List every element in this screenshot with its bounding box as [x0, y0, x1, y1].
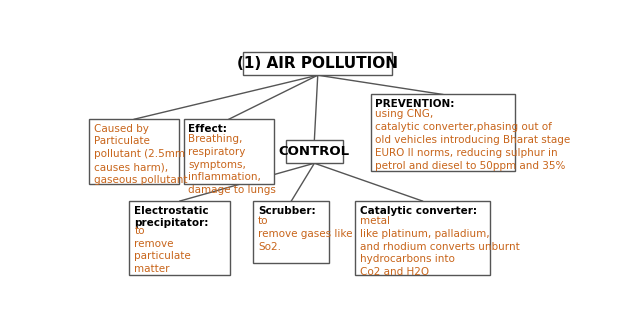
Text: to
remove gases like
So2.: to remove gases like So2. — [258, 216, 353, 251]
FancyBboxPatch shape — [243, 52, 392, 75]
Text: Catalytic converter:: Catalytic converter: — [360, 205, 477, 215]
FancyBboxPatch shape — [355, 201, 490, 275]
FancyBboxPatch shape — [184, 119, 274, 184]
FancyBboxPatch shape — [130, 201, 230, 275]
FancyBboxPatch shape — [254, 201, 329, 263]
Text: Effect:: Effect: — [188, 124, 228, 134]
Text: Scrubber:: Scrubber: — [258, 205, 316, 215]
Text: Breathing,
respiratory
symptoms,
inflammation,
damage to lungs: Breathing, respiratory symptoms, inflamm… — [188, 134, 277, 195]
FancyBboxPatch shape — [286, 140, 343, 163]
Text: PREVENTION:: PREVENTION: — [376, 99, 455, 109]
FancyBboxPatch shape — [371, 94, 515, 171]
Text: using CNG,
catalytic converter,phasing out of
old vehicles introducing Bharat st: using CNG, catalytic converter,phasing o… — [376, 109, 570, 171]
Text: metal
like platinum, palladium,
and rhodium converts unburnt
hydrocarbons into
C: metal like platinum, palladium, and rhod… — [360, 216, 520, 277]
Text: CONTROL: CONTROL — [279, 145, 350, 158]
Text: Electrostatic
precipitator:: Electrostatic precipitator: — [134, 205, 209, 228]
Text: to
remove
particulate
matter: to remove particulate matter — [134, 226, 191, 274]
Text: Caused by
Particulate
pollutant (2.5mm
causes harm),
gaseous pollutant: Caused by Particulate pollutant (2.5mm c… — [94, 124, 187, 185]
Text: (1) AIR POLLUTION: (1) AIR POLLUTION — [237, 56, 398, 71]
FancyBboxPatch shape — [89, 119, 179, 184]
